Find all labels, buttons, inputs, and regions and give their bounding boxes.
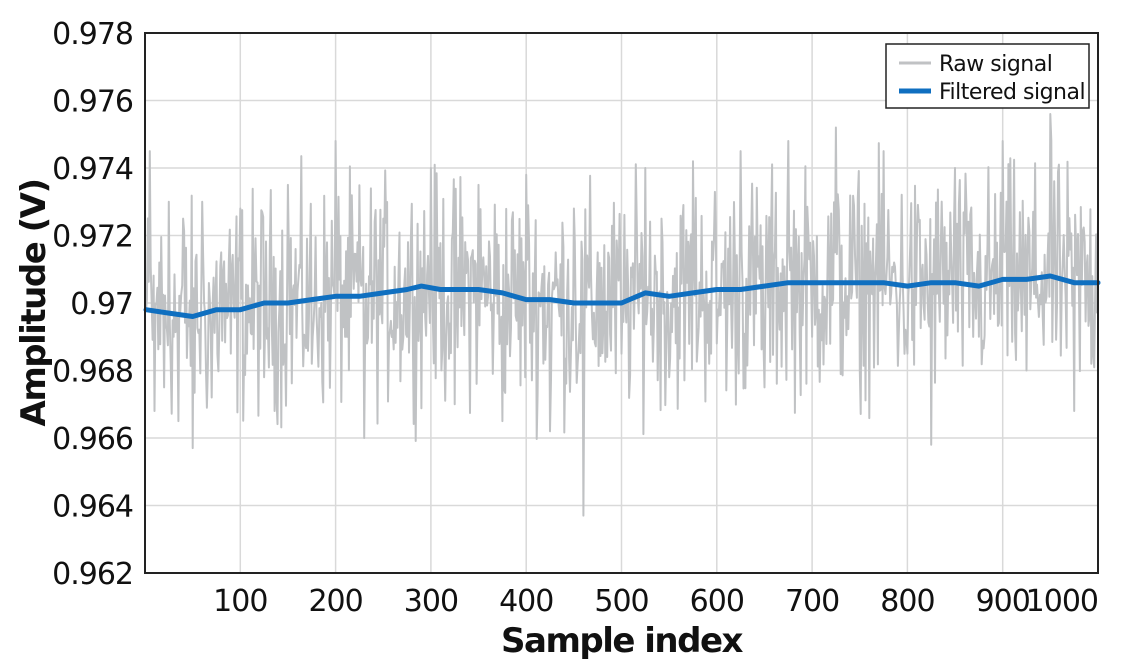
x-tick-label: 900	[976, 584, 1030, 619]
y-tick-label: 0.976	[52, 85, 133, 120]
y-tick-label: 0.978	[52, 17, 133, 52]
y-tick-label: 0.974	[52, 152, 133, 187]
x-tick-label: 300	[404, 584, 458, 619]
y-tick-label: 0.97	[70, 287, 133, 322]
legend: Raw signal Filtered signal	[885, 43, 1090, 109]
x-tick-label: 500	[594, 584, 648, 619]
x-tick-label: 400	[499, 584, 553, 619]
y-tick-label: 0.966	[52, 422, 133, 457]
raw-signal-line	[145, 113, 1099, 517]
y-axis-title: Amplitude (V)	[14, 180, 54, 427]
y-tick-label: 0.962	[52, 557, 133, 592]
legend-box	[885, 43, 1090, 109]
x-tick-label: 200	[308, 584, 362, 619]
y-tick-label: 0.964	[52, 490, 133, 525]
legend-label: Raw signal	[939, 52, 1052, 77]
x-tick-label: 600	[690, 584, 744, 619]
y-axis: 0.962 0.964 0.966 0.968 0.97 0.972 0.974 0.976 0…	[52, 17, 134, 592]
x-axis-title: Sample index	[501, 621, 744, 661]
legend-label: Filtered signal	[939, 80, 1085, 105]
x-tick-label: 800	[880, 584, 934, 619]
plot-frame	[144, 32, 1099, 574]
x-tick-label: 700	[785, 584, 839, 619]
x-tick-label: 100	[213, 584, 267, 619]
y-tick-label: 0.968	[52, 355, 133, 390]
y-tick-label: 0.972	[52, 220, 133, 255]
filtered-signal-line	[143, 273, 1101, 319]
series-layer	[143, 113, 1101, 517]
x-tick-label: 1000	[1026, 584, 1098, 619]
